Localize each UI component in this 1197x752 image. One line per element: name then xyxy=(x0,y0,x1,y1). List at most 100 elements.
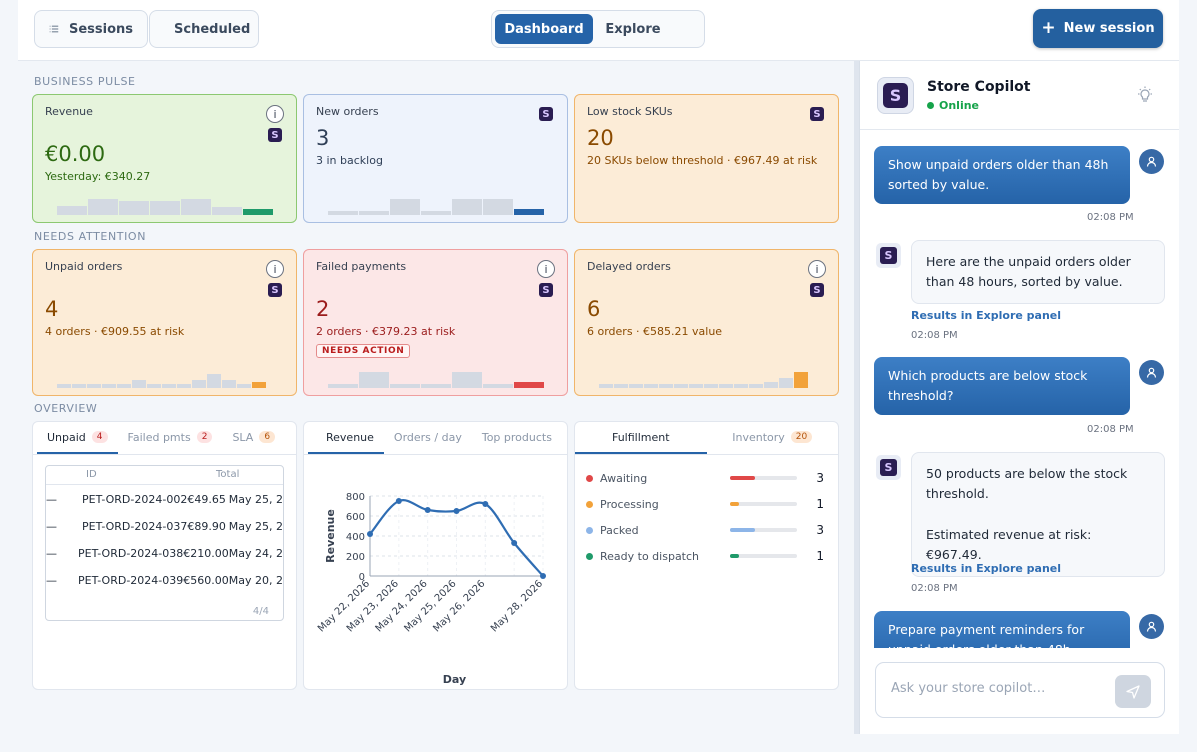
tab-orders-per-day[interactable]: Orders / day xyxy=(393,430,462,444)
card-value: €0.00 xyxy=(45,142,106,166)
panel-resize-handle[interactable] xyxy=(854,61,859,734)
tab-revenue[interactable]: Revenue xyxy=(308,422,384,454)
data-point xyxy=(367,531,373,537)
fulfillment-row[interactable]: Packed 3 xyxy=(586,522,826,538)
message-time: 02:08 PM xyxy=(911,330,958,341)
send-icon xyxy=(1126,684,1140,699)
fulfillment-row[interactable]: Processing 1 xyxy=(586,496,826,512)
table-row[interactable]: — PET-ORD-2024-002 €49.65 May 25, 2 xyxy=(46,486,283,513)
low-stock-card[interactable]: Low stock SKUs S 20 20 SKUs below thresh… xyxy=(574,94,839,223)
status-badge: Online xyxy=(927,99,979,112)
user-message: Which products are below stock threshold… xyxy=(874,357,1130,415)
tab-label: SLA xyxy=(232,430,254,444)
user-avatar-icon xyxy=(1139,149,1164,174)
tab-dashboard[interactable]: Dashboard xyxy=(495,14,593,44)
column-total[interactable]: Total xyxy=(216,469,240,480)
assistant-message: Here are the unpaid orders older than 48… xyxy=(911,240,1165,304)
view-switch: Dashboard Explore xyxy=(491,10,705,48)
y-tick-label: 600 xyxy=(346,512,365,523)
x-tick-label: May 25, 2026 xyxy=(402,578,458,634)
tab-failed-payments[interactable]: Failed pmts 2 xyxy=(118,422,223,454)
row-mark: — xyxy=(46,493,57,506)
row-mark: — xyxy=(46,547,57,560)
tab-explore[interactable]: Explore xyxy=(605,21,661,37)
delayed-orders-card[interactable]: Delayed orders i S 6 6 orders · €585.21 … xyxy=(574,249,839,396)
row-total: €49.65 xyxy=(187,493,226,506)
info-icon[interactable]: i xyxy=(266,105,284,123)
new-session-label: New session xyxy=(1063,21,1155,36)
chat-input[interactable] xyxy=(891,681,1111,696)
x-tick-label: May 23, 2026 xyxy=(345,578,401,634)
table-row[interactable]: — PET-ORD-2024-038 €210.00 May 24, 2 xyxy=(46,540,283,567)
sessions-button[interactable]: Sessions xyxy=(34,10,148,48)
sparkline xyxy=(57,199,273,215)
user-avatar-icon xyxy=(1139,360,1164,385)
card-subtext: 20 SKUs below threshold · €967.49 at ris… xyxy=(587,154,818,167)
new-session-button[interactable]: + New session xyxy=(1033,9,1163,48)
row-date: May 20, 2 xyxy=(228,574,283,587)
status-dot-icon xyxy=(586,526,593,534)
data-point xyxy=(395,498,402,504)
scheduled-label: Scheduled xyxy=(174,21,251,37)
scheduled-button[interactable]: Scheduled xyxy=(149,10,259,48)
tab-fulfillment[interactable]: Fulfillment xyxy=(575,422,707,454)
card-label: Low stock SKUs xyxy=(587,105,673,118)
list-icon xyxy=(49,25,59,33)
chat-title: Store Copilot xyxy=(927,79,1031,95)
card-label: New orders xyxy=(316,105,379,118)
card-label: Unpaid orders xyxy=(45,260,123,273)
unpaid-orders-card[interactable]: Unpaid orders i S 4 4 orders · €909.55 a… xyxy=(32,249,297,396)
copilot-chat-panel: S Store Copilot Online Show unpaid order… xyxy=(859,61,1179,734)
send-button[interactable] xyxy=(1115,675,1151,708)
column-id[interactable]: ID xyxy=(86,469,97,480)
new-orders-card[interactable]: New orders S 3 3 in backlog xyxy=(303,94,568,223)
chart-tabs: Revenue Orders / day Top products xyxy=(304,422,567,455)
data-point xyxy=(511,540,518,546)
card-subtext: 4 orders · €909.55 at risk xyxy=(45,325,185,338)
status-dot-icon xyxy=(586,500,593,508)
info-icon[interactable]: i xyxy=(808,260,826,278)
fulfillment-row[interactable]: Awaiting 3 xyxy=(586,470,826,486)
tab-label: Inventory xyxy=(732,430,785,444)
copilot-logo-icon: S xyxy=(539,107,553,121)
copilot-logo-icon: S xyxy=(268,283,282,297)
table-row[interactable]: — PET-ORD-2024-039 €560.00 May 20, 2 xyxy=(46,567,283,594)
tab-inventory[interactable]: Inventory 20 xyxy=(707,422,839,454)
message-text: Estimated revenue at risk: €967.49. xyxy=(926,527,1092,562)
fulfillment-label: Processing xyxy=(600,497,659,511)
revenue-card[interactable]: Revenue i S €0.00 Yesterday: €340.27 xyxy=(32,94,297,223)
fulfillment-row[interactable]: Ready to dispatch 1 xyxy=(586,548,826,564)
copilot-logo-icon: S xyxy=(268,128,282,142)
fulfillment-count: 1 xyxy=(816,549,824,563)
fulfillment-count: 3 xyxy=(816,471,824,485)
y-tick-label: 800 xyxy=(346,492,365,503)
card-subtext: 6 orders · €585.21 value xyxy=(587,325,723,338)
failed-payments-card[interactable]: Failed payments i S 2 2 orders · €379.23… xyxy=(303,249,568,396)
results-link[interactable]: Results in Explore panel xyxy=(911,309,1062,322)
card-label: Failed payments xyxy=(316,260,407,273)
data-point xyxy=(453,508,460,514)
fulfillment-panel: Fulfillment Inventory 20 Awaiting 3 Process… xyxy=(574,421,839,690)
row-id: PET-ORD-2024-037 xyxy=(82,520,188,533)
sessions-label: Sessions xyxy=(68,21,133,37)
tab-label: Failed pmts xyxy=(127,430,191,444)
user-avatar-icon xyxy=(1139,614,1164,639)
info-icon[interactable]: i xyxy=(537,260,555,278)
info-icon[interactable]: i xyxy=(266,260,284,278)
table-header: ID Total S xyxy=(46,466,283,485)
fulfillment-tabs: Fulfillment Inventory 20 xyxy=(575,422,838,455)
y-tick-label: 200 xyxy=(346,552,365,563)
progress-bar xyxy=(730,502,797,506)
tab-label: Unpaid xyxy=(47,430,86,444)
table-row[interactable]: — PET-ORD-2024-037 €89.90 May 25, 2 xyxy=(46,513,283,540)
x-tick-label: May 26, 2026 xyxy=(431,578,487,634)
copilot-avatar: S xyxy=(876,455,901,480)
card-label: Revenue xyxy=(45,105,93,118)
tab-unpaid[interactable]: Unpaid 4 xyxy=(37,422,118,454)
tab-sla[interactable]: SLA 6 xyxy=(222,422,285,454)
tab-top-products[interactable]: Top products xyxy=(481,430,552,444)
results-link[interactable]: Results in Explore panel xyxy=(911,562,1062,575)
message-list[interactable]: Show unpaid orders older than 48h sorted… xyxy=(860,131,1179,648)
lightbulb-icon[interactable] xyxy=(1136,86,1154,104)
